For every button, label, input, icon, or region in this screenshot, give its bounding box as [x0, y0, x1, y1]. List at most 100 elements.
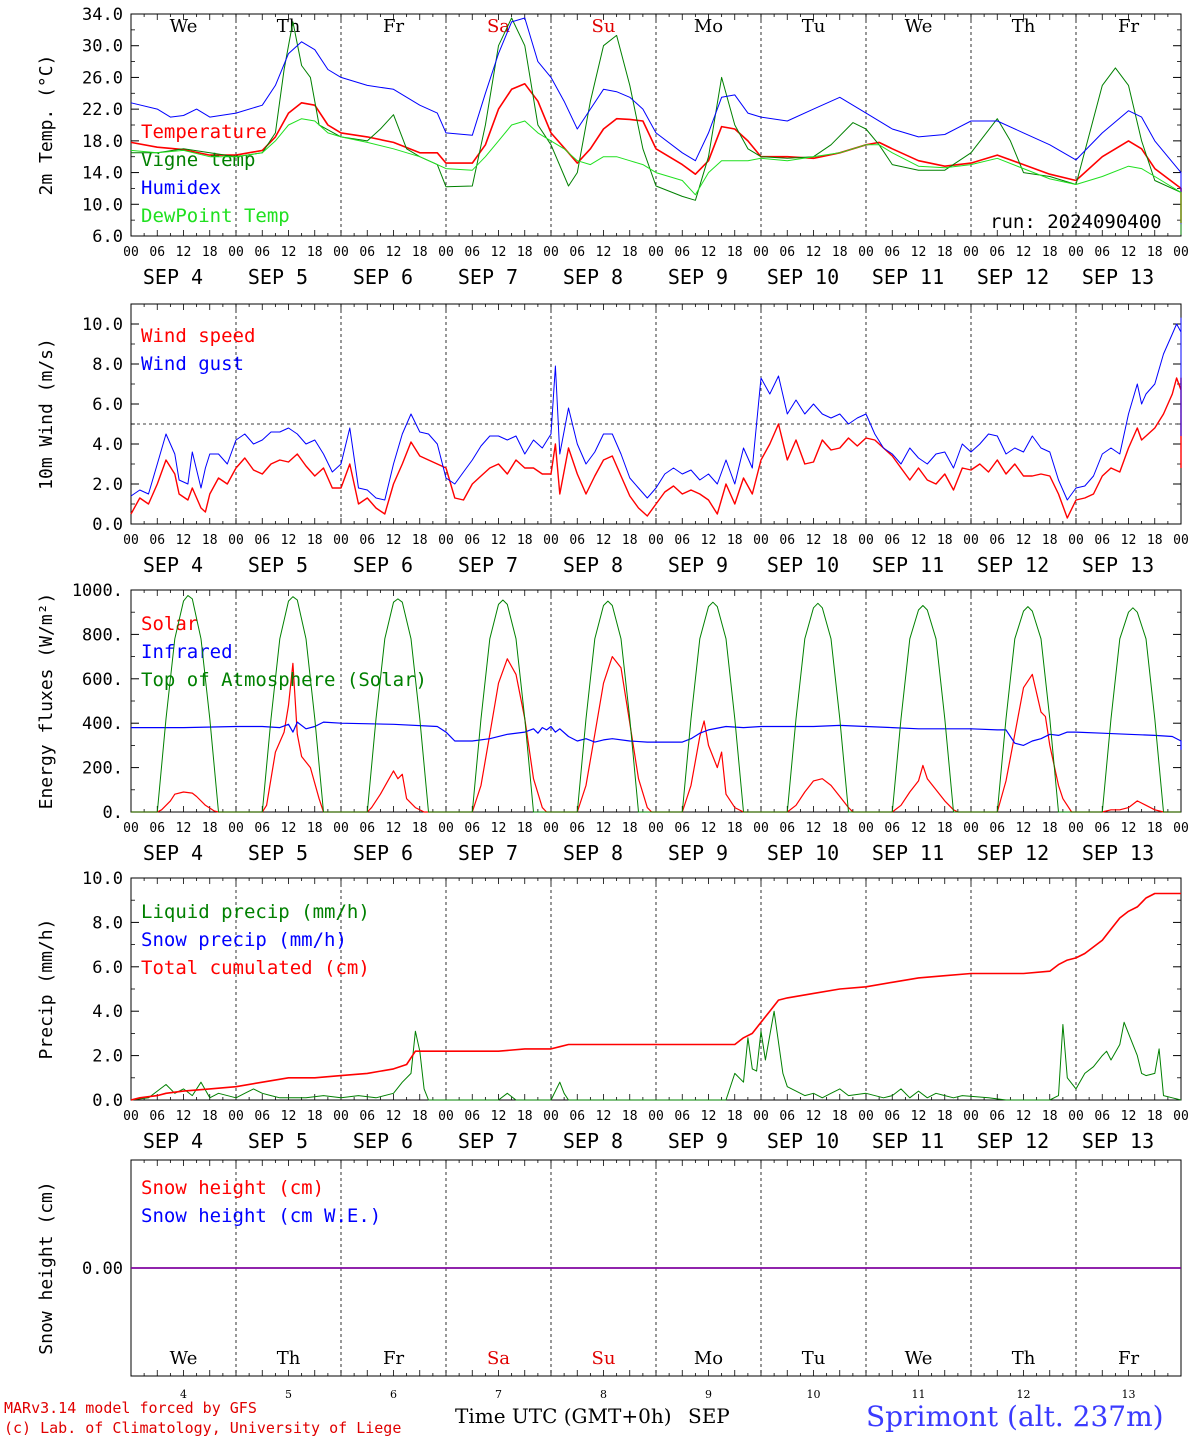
hour-tick-label: 00	[753, 245, 769, 260]
y-tick-label: 600.	[82, 670, 123, 690]
hour-tick-label: 18	[727, 245, 743, 260]
series-line	[130, 118, 1182, 224]
hour-tick-label: 18	[307, 533, 323, 548]
hour-tick-label: 00	[543, 821, 559, 836]
y-tick-label: 10.0	[82, 315, 123, 335]
hour-tick-label: 06	[989, 821, 1005, 836]
hour-tick-label: 18	[622, 533, 638, 548]
hour-tick-label: 06	[149, 821, 165, 836]
hour-tick-label: 18	[832, 245, 848, 260]
hour-tick-label: 06	[674, 1109, 690, 1124]
series-line	[130, 1010, 1182, 1101]
hour-tick-label: 06	[779, 533, 795, 548]
day-number: 13	[1122, 1388, 1136, 1401]
day-label: SEP 4	[143, 1129, 203, 1153]
hour-tick-label: 00	[1068, 1109, 1084, 1124]
y-tick-label: 4.0	[92, 1002, 123, 1022]
hour-tick-label: 18	[832, 821, 848, 836]
hour-tick-label: 06	[1094, 533, 1110, 548]
y-tick-label: 0.00	[82, 1259, 123, 1279]
weekday-label: Fr	[383, 16, 404, 37]
hour-tick-label: 18	[517, 533, 533, 548]
day-label: SEP 13	[1082, 265, 1154, 289]
hour-tick-label: 12	[1016, 533, 1032, 548]
hour-tick-label: 00	[123, 821, 139, 836]
hour-tick-label: 06	[569, 1109, 585, 1124]
y-tick-label: 200.	[82, 759, 123, 779]
hour-tick-label: 12	[1016, 821, 1032, 836]
y-tick-label: 8.0	[92, 913, 123, 933]
hour-tick-label: 18	[517, 245, 533, 260]
y-tick-label: 8.0	[92, 355, 123, 375]
hour-tick-label: 06	[149, 533, 165, 548]
day-label: SEP 8	[563, 265, 623, 289]
hour-tick-label: 06	[1094, 245, 1110, 260]
series-line	[130, 17, 1182, 225]
hour-tick-label: 00	[333, 1109, 349, 1124]
hour-tick-label: 00	[333, 821, 349, 836]
hour-tick-label: 18	[622, 245, 638, 260]
y-tick-label: 14.0	[82, 164, 123, 184]
hour-tick-label: 06	[884, 1109, 900, 1124]
day-label: SEP 5	[248, 553, 308, 577]
hour-tick-label: 12	[491, 821, 507, 836]
legend-entry: Snow precip (mm/h)	[141, 929, 347, 951]
y-tick-label: 4.0	[92, 435, 123, 455]
hour-tick-label: 12	[701, 245, 717, 260]
hour-tick-label: 00	[1173, 533, 1189, 548]
hour-tick-label: 06	[359, 821, 375, 836]
day-label: SEP 13	[1082, 841, 1154, 865]
hour-tick-label: 18	[622, 821, 638, 836]
day-label: SEP 5	[248, 841, 308, 865]
weekday-label: Tu	[802, 1348, 826, 1369]
hour-tick-label: 06	[149, 1109, 165, 1124]
day-label: SEP 12	[977, 265, 1049, 289]
day-number: 11	[912, 1388, 926, 1401]
day-label: SEP 4	[143, 265, 203, 289]
hour-tick-label: 12	[281, 821, 297, 836]
hour-tick-label: 00	[228, 1109, 244, 1124]
y-tick-label: 6.0	[92, 227, 123, 247]
hour-tick-label: 00	[438, 821, 454, 836]
hour-tick-label: 12	[806, 821, 822, 836]
day-label: SEP 12	[977, 841, 1049, 865]
y-tick-label: 26.0	[82, 68, 123, 88]
y-tick-label: 2.0	[92, 475, 123, 495]
hour-tick-label: 06	[254, 245, 270, 260]
hour-tick-label: 18	[622, 1109, 638, 1124]
weekday-label: Su	[592, 16, 616, 37]
series-line	[130, 377, 1182, 519]
model-credit: MARv3.14 model forced by GFS	[4, 1399, 257, 1417]
hour-tick-label: 18	[517, 1109, 533, 1124]
hour-tick-label: 00	[123, 533, 139, 548]
day-number: 9	[705, 1388, 712, 1401]
hour-tick-label: 06	[884, 245, 900, 260]
hour-tick-label: 18	[412, 533, 428, 548]
hour-tick-label: 12	[596, 821, 612, 836]
hour-tick-label: 18	[307, 245, 323, 260]
hour-tick-label: 00	[228, 533, 244, 548]
hour-tick-label: 06	[464, 821, 480, 836]
day-number: 12	[1017, 1388, 1031, 1401]
legend-entry: Wind speed	[141, 325, 255, 347]
hour-tick-label: 00	[648, 533, 664, 548]
day-label: SEP 7	[458, 1129, 518, 1153]
hour-tick-label: 12	[596, 533, 612, 548]
hour-tick-label: 00	[1068, 245, 1084, 260]
series-line	[131, 721, 1182, 750]
day-label: SEP 11	[872, 265, 944, 289]
hour-tick-label: 12	[911, 821, 927, 836]
legend-entry: Vigne temp	[141, 149, 255, 171]
y-tick-label: 30.0	[82, 37, 123, 57]
y-tick-label: 6.0	[92, 958, 123, 978]
day-label: SEP 12	[977, 553, 1049, 577]
y-tick-label: 6.0	[92, 395, 123, 415]
hour-tick-label: 18	[937, 245, 953, 260]
y-axis-label: 10m Wind (m/s)	[36, 338, 57, 490]
day-number: 4	[180, 1388, 187, 1401]
hour-tick-label: 18	[1147, 1109, 1163, 1124]
hour-tick-label: 00	[123, 245, 139, 260]
legend-entry: Total cumulated (cm)	[141, 957, 370, 979]
y-tick-label: 400.	[82, 714, 123, 734]
hour-tick-label: 06	[779, 821, 795, 836]
